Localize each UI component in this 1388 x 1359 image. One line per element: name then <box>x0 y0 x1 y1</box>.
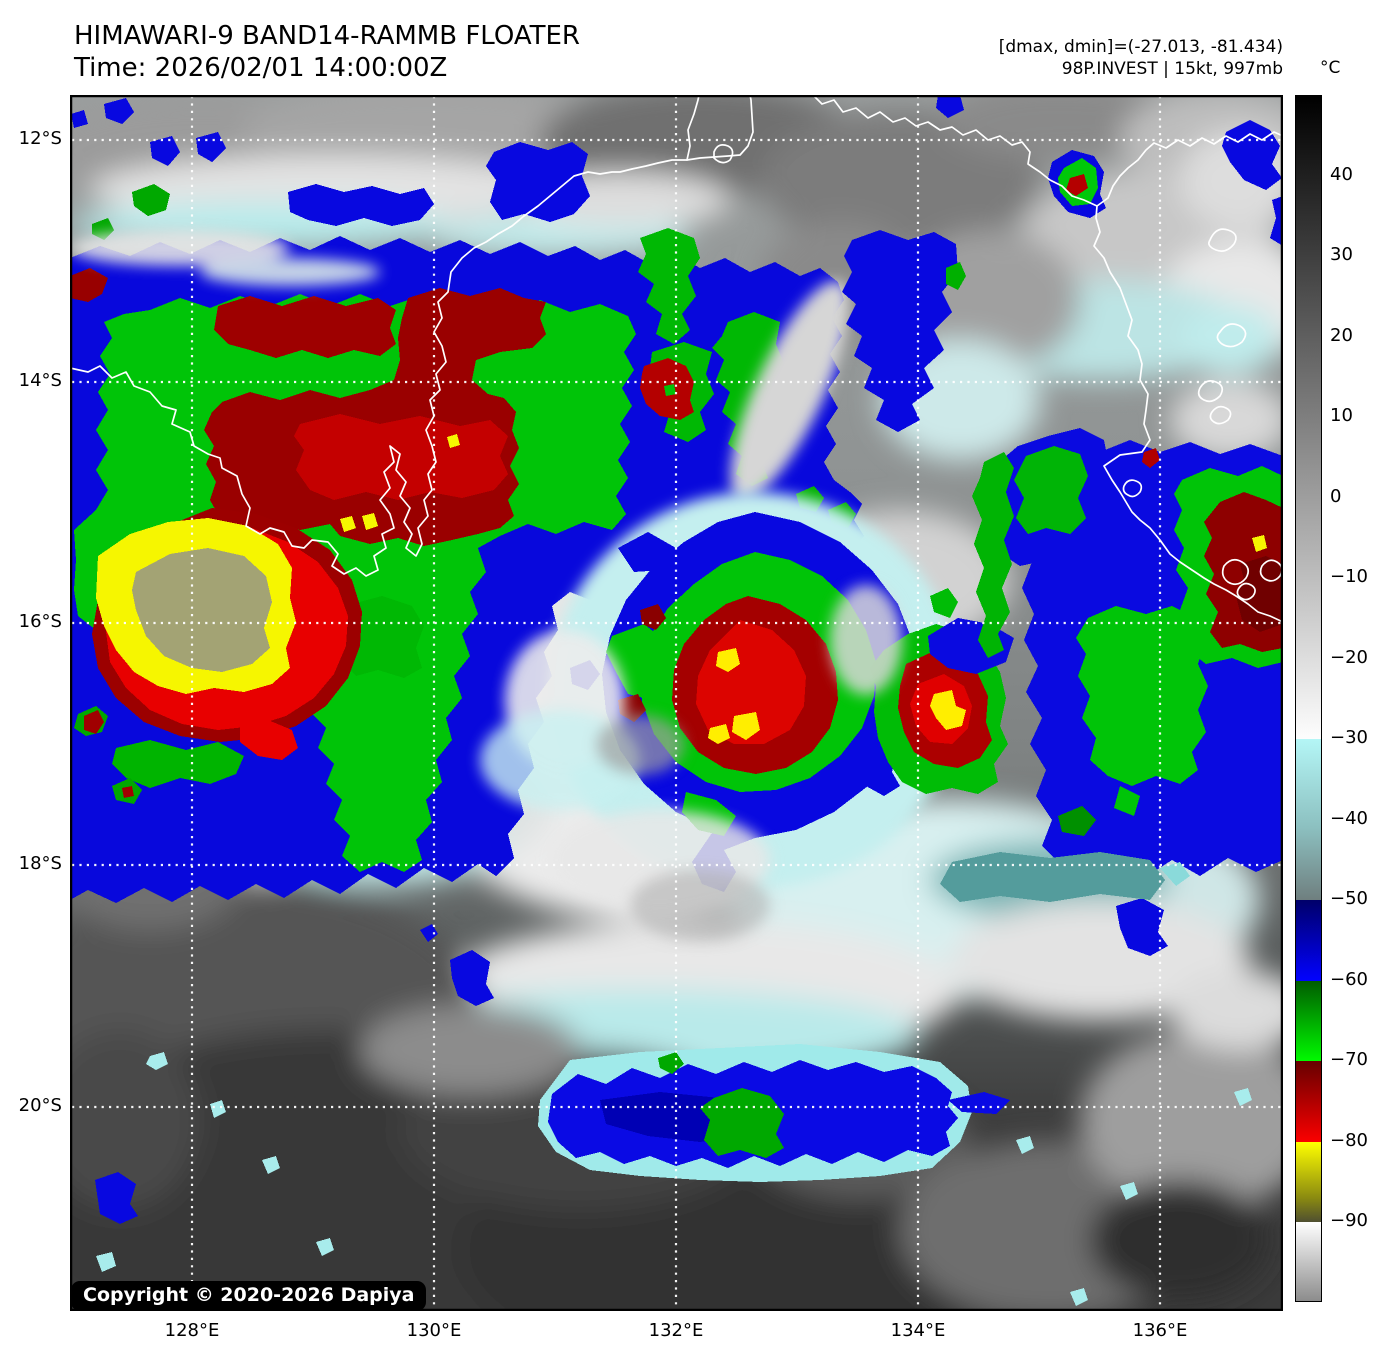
colorbar-tick: 0 <box>1330 486 1342 507</box>
colorbar-seg-yellow <box>1296 1142 1321 1222</box>
colorbar-seg-blue <box>1296 900 1321 981</box>
colorbar-tick: −50 <box>1330 888 1368 909</box>
title-block: HIMAWARI-9 BAND14-RAMMB FLOATER Time: 20… <box>74 20 580 84</box>
copyright-badge: Copyright © 2020-2026 Dapiya <box>71 1281 427 1311</box>
map-border <box>69 94 1284 1312</box>
satellite-map <box>0 80 1320 1359</box>
ne-cell <box>1048 150 1106 218</box>
colorbar-seg-gray <box>1296 96 1321 739</box>
colorbar <box>1295 95 1322 1302</box>
product-title: HIMAWARI-9 BAND14-RAMMB FLOATER <box>74 21 580 51</box>
colorbar-seg-white <box>1296 1222 1321 1301</box>
lat-label: 14°S <box>18 370 62 391</box>
colorbar-tick: −80 <box>1330 1130 1368 1151</box>
colorbar-seg-green <box>1296 981 1321 1061</box>
colorbar-seg-red <box>1296 1061 1321 1142</box>
colorbar-tick: 40 <box>1330 164 1353 185</box>
colorbar-tick: −20 <box>1330 647 1368 668</box>
range-info: [dmax, dmin]=(-27.013, -81.434) <box>998 37 1283 57</box>
lat-label: 20°S <box>18 1095 62 1116</box>
colorbar-tick: 10 <box>1330 405 1353 426</box>
colorbar-tick: 20 <box>1330 325 1353 346</box>
gridlines <box>72 96 1282 1310</box>
center-storm-yellow-spot <box>716 648 740 672</box>
satellite-image <box>0 80 1320 1359</box>
east-convective-mass <box>928 428 1283 880</box>
colorbar-tick: −10 <box>1330 566 1368 587</box>
lat-label: 12°S <box>18 128 62 149</box>
sw-storm <box>92 508 362 760</box>
colorbar-tick: −60 <box>1330 969 1368 990</box>
lon-label: 130°E <box>406 1320 462 1341</box>
lon-label: 136°E <box>1132 1320 1188 1341</box>
lat-label: 18°S <box>18 853 62 874</box>
se-cell-yellow-spot <box>930 690 966 730</box>
lon-label: 132°E <box>648 1320 704 1341</box>
bottom-blue-band <box>538 1044 1010 1182</box>
cyan-specks <box>96 1052 1252 1306</box>
colorbar-tick: 30 <box>1330 244 1353 265</box>
lon-label: 128°E <box>164 1320 220 1341</box>
colorbar-tick: −90 <box>1330 1210 1368 1231</box>
colorbar-unit: °C <box>1320 58 1341 78</box>
overlay-cloud-layer <box>70 230 902 941</box>
info-block: [dmax, dmin]=(-27.013, -81.434) 98P.INVE… <box>783 36 1283 80</box>
lon-label: 134°E <box>890 1320 946 1341</box>
colorbar-seg-cyan <box>1296 739 1321 900</box>
sw-storm-olive-center <box>132 548 272 672</box>
colorbar-tick: −70 <box>1330 1049 1368 1070</box>
colorbar-tick: −40 <box>1330 808 1368 829</box>
colorbar-tick: −30 <box>1330 727 1368 748</box>
storm-info: 98P.INVEST | 15kt, 997mb <box>1061 59 1283 79</box>
nw-red-band <box>214 296 396 358</box>
lat-label: 16°S <box>18 611 62 632</box>
timestamp: Time: 2026/02/01 14:00:00Z <box>74 53 448 83</box>
